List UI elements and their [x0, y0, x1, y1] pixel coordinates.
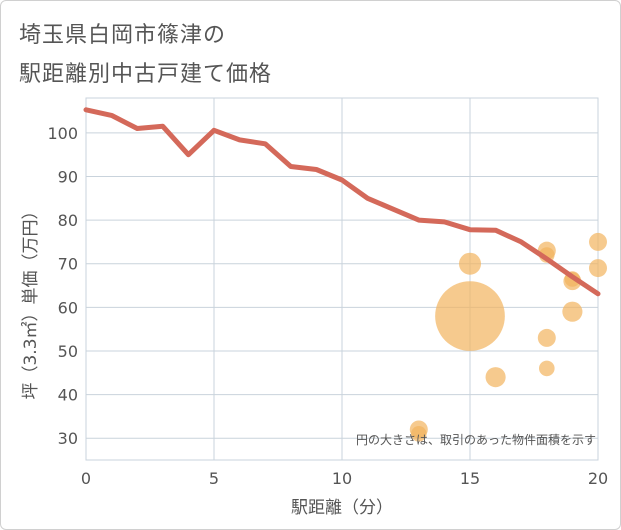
tick-labels: 0 5 10 15 20 30 40 50 60 70 80 90 100	[47, 124, 608, 488]
y-tick-label: 70	[58, 255, 78, 274]
y-tick-label: 30	[58, 429, 78, 448]
data-bubble	[485, 367, 506, 388]
data-bubble	[539, 360, 555, 377]
x-tick-label: 0	[81, 469, 91, 488]
chart-title-line1: 埼玉県白岡市篠津の	[19, 23, 227, 48]
data-bubble	[589, 232, 607, 251]
bubble-series	[409, 232, 607, 442]
data-bubble	[458, 252, 482, 275]
data-bubble	[435, 281, 505, 351]
chart-title-line2: 駅距離別中古戸建て価格	[19, 62, 273, 87]
line-series	[83, 107, 601, 297]
data-bubble	[411, 426, 427, 442]
y-axis-label: 坪（3.3㎡）単価（万円）	[21, 202, 41, 399]
size-annotation: 円の大きさは、取引のあった物件面積を示す	[356, 432, 596, 447]
x-axis-label: 駅距離（分）	[291, 498, 393, 518]
x-tick-label: 5	[209, 469, 219, 488]
y-tick-label: 40	[58, 386, 78, 405]
data-bubble	[537, 328, 556, 347]
data-bubble	[562, 301, 583, 322]
y-tick-label: 50	[58, 342, 78, 361]
y-tick-label: 100	[47, 124, 78, 143]
grid-lines	[85, 97, 599, 461]
x-tick-label: 15	[460, 469, 480, 488]
x-tick-label: 20	[588, 469, 608, 488]
y-tick-label: 90	[58, 168, 78, 187]
y-tick-label: 60	[58, 298, 78, 317]
price-trend-line	[83, 107, 601, 297]
y-tick-label: 80	[58, 211, 78, 230]
x-tick-label: 10	[332, 469, 352, 488]
data-bubble	[589, 259, 607, 278]
